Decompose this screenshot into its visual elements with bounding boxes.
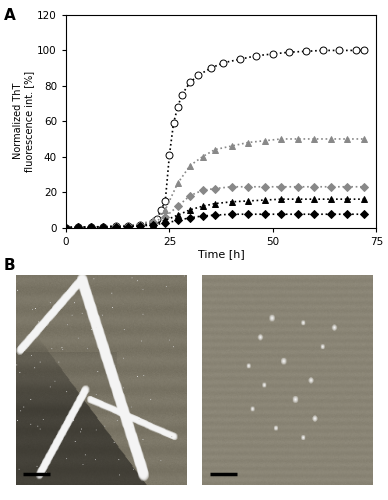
X-axis label: Time [h]: Time [h]: [198, 250, 244, 260]
Text: B: B: [4, 258, 16, 272]
Y-axis label: Normalized ThT
fluorescence int. [%]: Normalized ThT fluorescence int. [%]: [13, 70, 35, 172]
Text: A: A: [4, 8, 16, 22]
